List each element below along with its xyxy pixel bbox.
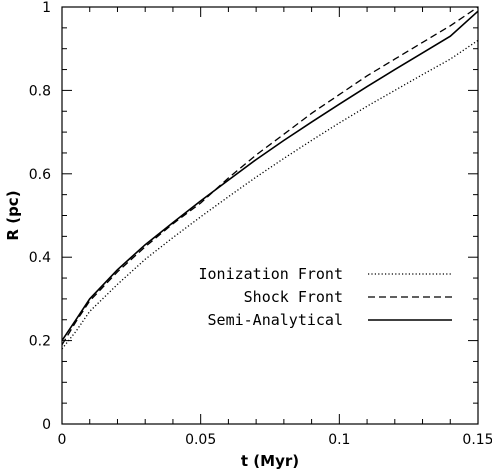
y-tick-label: 0.4 [29, 250, 51, 266]
y-tick-label: 1 [42, 0, 51, 16]
plot-area [61, 6, 479, 350]
legend-label: Shock Front [244, 288, 343, 306]
legend-label: Ionization Front [199, 265, 344, 283]
x-axis-label: t (Myr) [241, 452, 299, 470]
x-tick-label: 0.15 [462, 432, 492, 448]
plot-frame [61, 6, 479, 425]
series-line-shock-front [61, 6, 479, 346]
y-tick-label: 0.6 [29, 167, 51, 183]
y-axis-label: R (pc) [4, 190, 22, 240]
series-line-ionization-front [61, 39, 479, 350]
tick-labels: 0 0.05 0.1 0.15 0 0.2 0.4 0.6 0.8 1 [29, 0, 492, 448]
series-line-semi-analytical [61, 10, 479, 342]
x-tick-label: 0 [58, 432, 67, 448]
y-tick-label: 0.8 [29, 83, 51, 99]
x-tick-label: 0.05 [185, 432, 216, 448]
y-tick-label: 0.2 [29, 334, 51, 350]
axis-ticks [61, 6, 479, 425]
x-tick-label: 0.1 [328, 432, 350, 448]
legend: Ionization Front Shock Front Semi-Analytic… [199, 265, 452, 329]
y-tick-label: 0 [42, 417, 51, 433]
legend-label: Semi-Analytical [208, 311, 343, 329]
